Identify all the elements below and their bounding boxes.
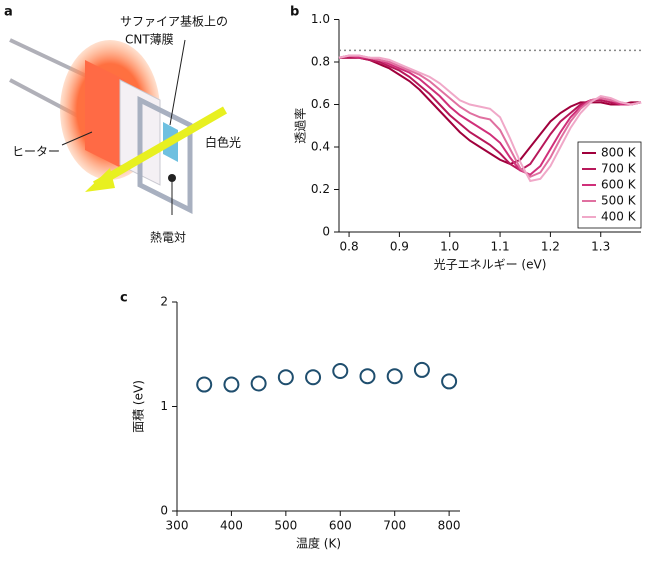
y-tick-label: 0.6: [311, 97, 330, 111]
substrate-label: CNT薄膜: [125, 32, 174, 47]
scatter-point: [223, 376, 240, 393]
scatter-point: [332, 362, 349, 379]
legend-label: 800 K: [601, 146, 637, 160]
light-label: 白色光: [205, 135, 241, 150]
heater: [85, 60, 125, 170]
scatter-point: [250, 375, 267, 392]
legend-label: 500 K: [601, 194, 637, 208]
heater-label: ヒーター: [12, 145, 60, 159]
y-axis-label: 透過率: [293, 108, 308, 144]
panel-label: b: [290, 5, 299, 20]
x-tick-label: 1.3: [591, 240, 610, 254]
thermocouple: [168, 174, 176, 182]
x-tick-label: 0.9: [390, 240, 409, 254]
leader: [169, 39, 186, 126]
y-tick-label: 1.0: [311, 12, 330, 26]
scatter-point: [359, 368, 376, 385]
x-tick-label: 1.1: [491, 240, 510, 254]
y-tick-label: 0.4: [311, 140, 330, 154]
x-tick-label: 600: [329, 519, 352, 533]
y-tick-label: 0.8: [311, 55, 330, 69]
y-tick-label: 1: [160, 399, 168, 413]
light-beam: [93, 106, 227, 189]
leader: [61, 131, 93, 146]
scatter-point: [441, 373, 458, 390]
y-tick-label: 0: [160, 504, 168, 518]
legend-label: 600 K: [601, 178, 637, 192]
x-tick-label: 1.2: [541, 240, 560, 254]
panel-label: c: [120, 291, 128, 306]
substrate-label: サファイア基板上の: [120, 15, 228, 29]
light-arrow: [85, 168, 115, 192]
x-tick-label: 800: [438, 519, 461, 533]
y-axis-label: 面積 (eV): [131, 380, 146, 433]
x-tick-label: 300: [166, 519, 189, 533]
diagram: a サファイア基板上の CNT薄膜 ヒーター 白色光 熱電対: [4, 5, 241, 245]
scatter-point: [386, 368, 403, 385]
series-line: [338, 54, 642, 183]
thermocouple-label: 熱電対: [150, 231, 186, 245]
x-tick-label: 0.8: [340, 240, 359, 254]
scatter-point: [196, 376, 213, 393]
y-tick-label: 0.2: [311, 182, 330, 196]
panel-label: a: [4, 5, 13, 20]
x-tick-label: 400: [220, 519, 243, 533]
x-tick-label: 700: [383, 519, 406, 533]
y-tick-label: 2: [160, 295, 168, 309]
legend-label: 700 K: [601, 162, 637, 176]
series-line: [338, 54, 642, 178]
y-tick-label: 0: [322, 225, 330, 239]
scatter-point: [305, 369, 322, 386]
x-axis-label: 光子エネルギー (eV): [434, 258, 547, 272]
x-tick-label: 500: [274, 519, 297, 533]
x-tick-label: 1.0: [440, 240, 459, 254]
legend-label: 400 K: [601, 210, 637, 224]
scatter-point: [277, 369, 294, 386]
x-axis-label: 温度 (K): [296, 536, 341, 551]
scatter-point: [413, 361, 430, 378]
